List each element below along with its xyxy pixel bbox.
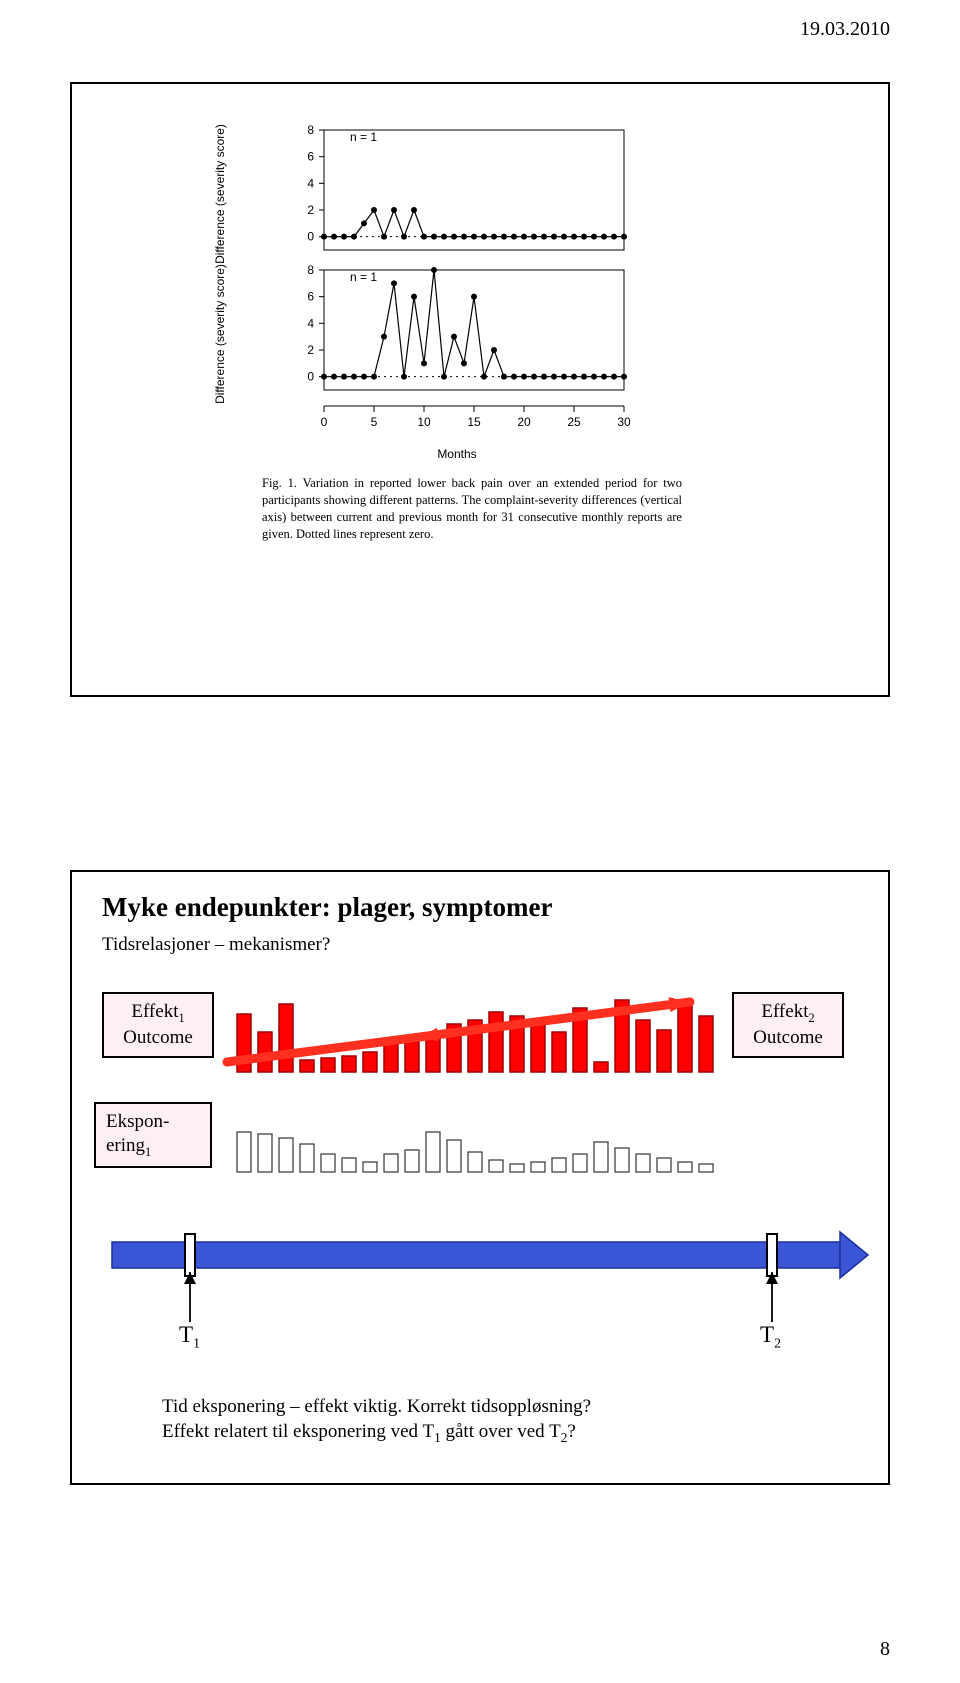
svg-text:20: 20 (517, 415, 531, 429)
svg-text:5: 5 (371, 415, 378, 429)
svg-text:15: 15 (467, 415, 481, 429)
page-date: 19.03.2010 (800, 18, 890, 41)
svg-text:8: 8 (307, 124, 314, 137)
bottom-text-line1: Tid eksponering – effekt viktig. Korrekt… (162, 1394, 591, 1420)
y-axis-label: Difference (severity score) (213, 264, 227, 404)
svg-text:4: 4 (307, 176, 314, 190)
chart-panel-2: Difference (severity score) n = 1 02468 (262, 264, 652, 404)
svg-text:0: 0 (307, 230, 314, 244)
svg-text:0: 0 (321, 415, 328, 429)
svg-text:6: 6 (307, 290, 314, 304)
t1-label: T1 (179, 1322, 200, 1352)
page-number: 8 (880, 1638, 890, 1661)
svg-text:25: 25 (567, 415, 581, 429)
t2-label: T2 (760, 1322, 781, 1352)
figure-caption: Fig. 1. Variation in reported lower back… (262, 475, 682, 543)
svg-text:2: 2 (307, 203, 314, 217)
x-axis-title: Months (262, 447, 652, 461)
figure: Difference (severity score) n = 1 02468 … (262, 124, 722, 543)
svg-text:4: 4 (307, 316, 314, 330)
page: 19.03.2010 8 Difference (severity score)… (0, 0, 960, 1683)
slide2-bottom-text: Tid eksponering – effekt viktig. Korrekt… (162, 1394, 591, 1447)
slide2-diagram (72, 872, 888, 1483)
chart-svg-2: 0 2 4 6 8 (262, 264, 652, 404)
svg-text:0: 0 (307, 370, 314, 384)
slide-1: Difference (severity score) n = 1 02468 … (70, 82, 890, 697)
svg-text:2: 2 (307, 343, 314, 357)
bottom-text-line2: Effekt relatert til eksponering ved T1 g… (162, 1419, 591, 1447)
svg-text:8: 8 (307, 264, 314, 277)
y-axis-label: Difference (severity score) (213, 124, 227, 264)
chart-panel-1: Difference (severity score) n = 1 02468 (262, 124, 652, 264)
x-axis: 0 5 10 15 20 25 30 (262, 404, 652, 440)
slide-2: Myke endepunkter: plager, symptomer Tids… (70, 870, 890, 1485)
svg-text:6: 6 (307, 150, 314, 164)
svg-text:30: 30 (617, 415, 631, 429)
svg-text:10: 10 (417, 415, 431, 429)
chart-svg-1: 0 2 4 6 8 (262, 124, 652, 264)
